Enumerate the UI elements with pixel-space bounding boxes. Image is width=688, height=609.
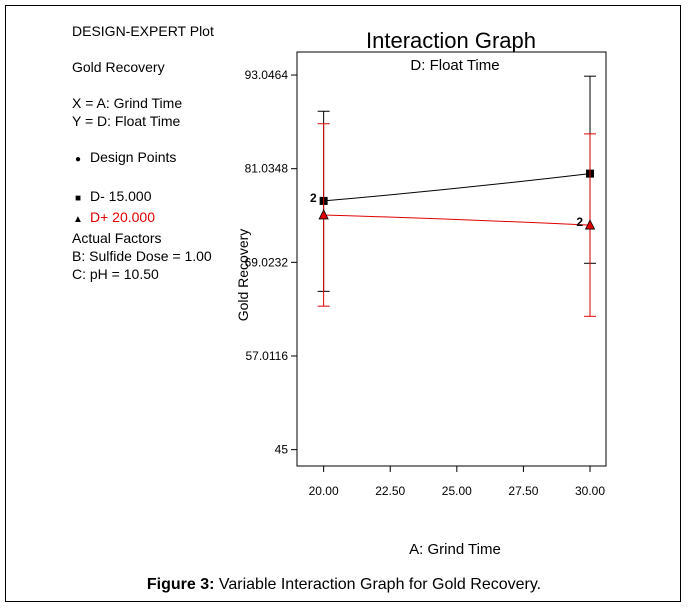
chart-title: Interaction Graph: [366, 28, 536, 53]
x-tick-label: 27.50: [508, 484, 538, 498]
response-label: Gold Recovery: [72, 59, 165, 75]
x-axis: 20.00 22.50 25.00 27.50 30.00: [309, 466, 605, 498]
figure-frame: [5, 5, 681, 602]
chart-subtitle: D: Float Time: [410, 57, 499, 74]
x-tick-label: 22.50: [375, 484, 405, 498]
series-line: [323, 173, 591, 202]
x-factor-label: X = A: Grind Time: [72, 95, 183, 111]
plot-source-label: DESIGN-EXPERT Plot: [72, 23, 214, 39]
series-low: 2: [310, 75, 597, 292]
y-factor-label: Y = D: Float Time: [72, 113, 181, 129]
point-count-label: 2: [576, 215, 583, 229]
ph-label: C: pH = 10.50: [72, 266, 159, 282]
series-layer: 22: [310, 75, 597, 317]
x-axis-label: A: Grind Time: [409, 541, 501, 558]
y-tick-label: 57.0116: [246, 349, 289, 363]
plot-area: [296, 51, 607, 467]
triangle-point: [318, 209, 329, 220]
y-tick-label: 69.0232: [245, 255, 289, 269]
sulfide-dose-label: B: Sulfide Dose = 1.00: [72, 248, 212, 264]
x-tick-label: 30.00: [575, 484, 605, 498]
triangle-point: [584, 219, 596, 230]
point-count-label: 2: [310, 191, 317, 205]
caption-label: Figure 3:: [146, 576, 215, 593]
legend-low-series: ■ D- 15.000: [72, 187, 214, 208]
series-line: [323, 214, 591, 226]
y-tick-label: 81.0348: [245, 162, 289, 176]
y-tick-label: 45: [275, 443, 289, 457]
series-high: 2: [317, 123, 597, 317]
circle-icon: ●: [74, 154, 82, 165]
legend-high-series: ▲ D+ 20.000: [72, 208, 214, 229]
caption-text: Variable Interaction Graph for Gold Reco…: [214, 576, 542, 593]
y-axis-label: Gold Recovery: [235, 229, 251, 322]
triangle-icon: ▲: [73, 214, 83, 225]
x-tick-label: 20.00: [309, 484, 339, 498]
design-points-legend: ● Design Points: [72, 148, 214, 169]
figure-caption: Figure 3: Variable Interaction Graph for…: [0, 576, 688, 594]
y-axis: 45 57.0116 69.0232 81.0348 93.0464: [245, 68, 297, 457]
legend-panel: DESIGN-EXPERT Plot Gold Recovery X = A: …: [72, 22, 214, 283]
actual-factors-label: Actual Factors: [72, 230, 162, 246]
x-tick-label: 25.00: [442, 484, 472, 498]
y-tick-label: 93.0464: [245, 68, 289, 82]
square-icon: ■: [74, 193, 82, 204]
